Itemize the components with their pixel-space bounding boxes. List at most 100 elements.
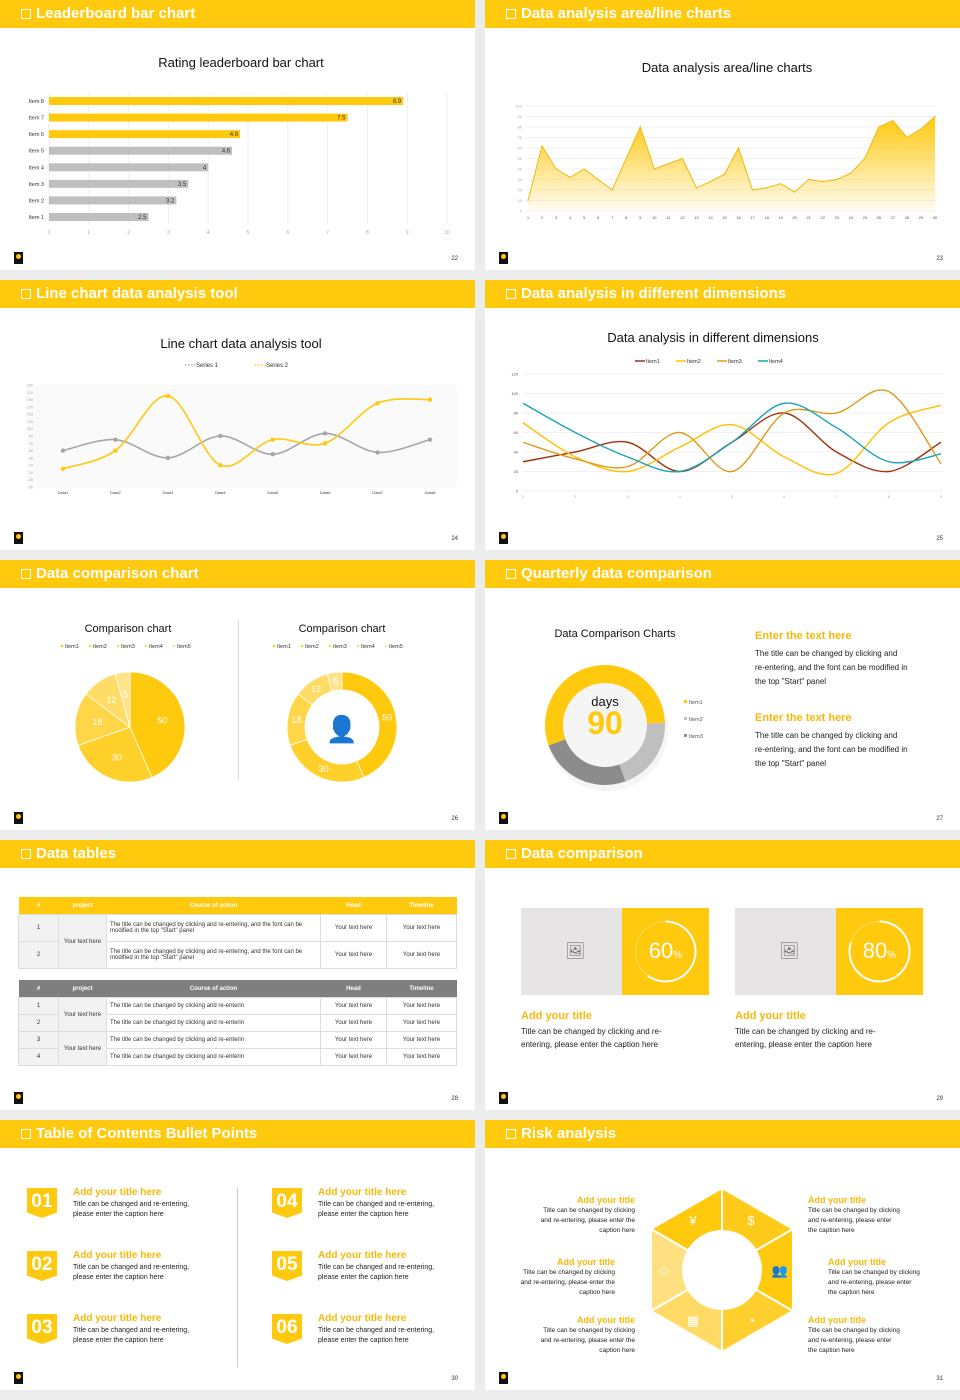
number-badge: 05 bbox=[272, 1251, 302, 1281]
slide-header-title: Quarterly data comparison bbox=[521, 565, 712, 582]
item-body-line: Title can be changed and re-entering, bbox=[318, 1327, 435, 1334]
page-number: 26 bbox=[451, 816, 458, 822]
x-tick-label: 9 bbox=[639, 215, 642, 220]
y-tick-label: 80 bbox=[518, 125, 523, 130]
x-tick-label: Data4 bbox=[215, 490, 226, 495]
legend-marker bbox=[300, 644, 304, 648]
card-body-line: Title can be changed by clicking and re- bbox=[521, 1027, 662, 1036]
page-number: 28 bbox=[451, 1096, 458, 1102]
legend-label: Item3 bbox=[728, 359, 742, 365]
legend-marker bbox=[272, 644, 276, 648]
x-tick-label: 2 bbox=[541, 215, 544, 220]
logo bbox=[499, 532, 508, 544]
legend-label: Item3 bbox=[121, 644, 135, 650]
category-label: Item 2 bbox=[29, 198, 44, 204]
risk-body-line: Title can be changed by clicking bbox=[543, 1327, 635, 1334]
checkbox-icon bbox=[506, 1129, 516, 1139]
logo bbox=[499, 1372, 508, 1384]
x-tick-label: Data6 bbox=[320, 490, 331, 495]
y-tick-label: 80 bbox=[514, 411, 519, 416]
number-badge: 06 bbox=[272, 1314, 302, 1344]
risk-body-line: the caption here bbox=[808, 1347, 855, 1354]
risk-body-line: Title can be changed by clicking bbox=[828, 1269, 920, 1276]
data-point bbox=[850, 172, 852, 174]
donut-chart: Item1 Item2 Item3 bbox=[545, 665, 703, 791]
data-point bbox=[555, 168, 557, 170]
pie-slice bbox=[341, 671, 398, 778]
cell-head: Your text here bbox=[320, 1048, 387, 1066]
page-number: 24 bbox=[451, 536, 458, 542]
cell-project: Your text here bbox=[58, 1031, 107, 1066]
series-line bbox=[522, 404, 942, 476]
x-tick-label: Data1 bbox=[58, 490, 69, 495]
column-header: Course of action bbox=[106, 897, 321, 915]
slide-area-chart: Data analysis area/line charts Data anal… bbox=[485, 0, 960, 270]
x-tick-label: Data2 bbox=[110, 490, 121, 495]
legend-label: Item3 bbox=[333, 644, 347, 650]
data-point bbox=[920, 128, 922, 130]
logo bbox=[14, 1092, 23, 1104]
data-point bbox=[864, 157, 866, 160]
x-tick-label: 5 bbox=[583, 215, 586, 220]
category-label: Item 3 bbox=[29, 182, 44, 188]
y-tick-label: 100 bbox=[515, 104, 522, 109]
bar bbox=[49, 163, 209, 172]
progress-unit: % bbox=[673, 950, 683, 961]
category-label: Item 5 bbox=[29, 149, 44, 155]
item-title: Add your title here bbox=[318, 1250, 407, 1261]
item-body-line: Title can be changed and re-entering, bbox=[73, 1264, 190, 1271]
x-tick-label: 7 bbox=[326, 230, 329, 236]
slide-data-comparison: Data comparison 🖼 60% Add your title Title … bbox=[485, 840, 960, 1110]
legend-label: Item5 bbox=[389, 644, 403, 650]
table-row: 2 The title can be changed by clicking an… bbox=[18, 1014, 457, 1032]
legend-marker bbox=[88, 644, 92, 648]
legend-label: Item5 bbox=[177, 644, 191, 650]
risk-body-line: caption here bbox=[579, 1289, 615, 1296]
data-point bbox=[218, 433, 223, 439]
y-tick-label: 150 bbox=[27, 413, 33, 417]
pie-slice bbox=[289, 738, 365, 783]
x-tick-label: 30 bbox=[933, 215, 938, 220]
slide-header-title: Data comparison bbox=[521, 845, 643, 862]
table-row: 1 Your text here The title can be changed … bbox=[18, 914, 457, 969]
x-tick-label: 3 bbox=[555, 215, 558, 220]
pie-slice bbox=[114, 671, 131, 728]
area-fill bbox=[528, 116, 935, 211]
risk-body-line: and re-entering, please enter bbox=[828, 1279, 912, 1286]
legend-label: Series 1 bbox=[196, 363, 219, 369]
legend-label: Item2 bbox=[687, 359, 701, 365]
item-body-line: Title can be changed and re-entering, bbox=[318, 1264, 435, 1271]
category-label: Item 7 bbox=[29, 116, 44, 122]
x-tick-label: 15 bbox=[722, 215, 727, 220]
bar bbox=[49, 196, 177, 205]
checkbox-icon bbox=[506, 289, 516, 299]
column-header: Course of action bbox=[106, 980, 321, 998]
data-point bbox=[375, 401, 380, 406]
cell-timeline: Your text here bbox=[386, 1031, 457, 1049]
number-badge: 01 bbox=[27, 1188, 57, 1218]
item-body-line: please enter the caption here bbox=[318, 1274, 409, 1281]
x-tick-label: 6 bbox=[597, 215, 600, 220]
y-tick-label: 60 bbox=[518, 146, 523, 151]
data-point bbox=[822, 181, 824, 183]
cell-timeline: Your text here bbox=[386, 997, 457, 1015]
cell-project: Your text here bbox=[58, 914, 107, 969]
data-point bbox=[113, 437, 118, 442]
risk-body-line: and re-entering, please enter the bbox=[540, 1337, 635, 1344]
data-point bbox=[375, 450, 380, 455]
x-tick-label: 6 bbox=[783, 494, 786, 499]
x-tick-label: 1 bbox=[527, 215, 530, 220]
data-point bbox=[639, 126, 641, 128]
block-title: Enter the text here bbox=[755, 630, 852, 642]
number-badge: 02 bbox=[27, 1251, 57, 1281]
slice-value-label: 18 bbox=[92, 717, 102, 727]
slide-comparison-pies: Data comparison chart Comparison chart C… bbox=[0, 560, 475, 830]
data-point bbox=[322, 441, 328, 446]
column-header: # bbox=[18, 897, 59, 915]
x-tick-label: 8 bbox=[888, 494, 891, 499]
slice-value-label: 18 bbox=[292, 715, 302, 725]
data-point bbox=[892, 120, 894, 122]
y-tick-label: 70 bbox=[29, 442, 33, 446]
chart-title: Comparison chart bbox=[84, 623, 172, 635]
progress-ring bbox=[635, 920, 697, 983]
